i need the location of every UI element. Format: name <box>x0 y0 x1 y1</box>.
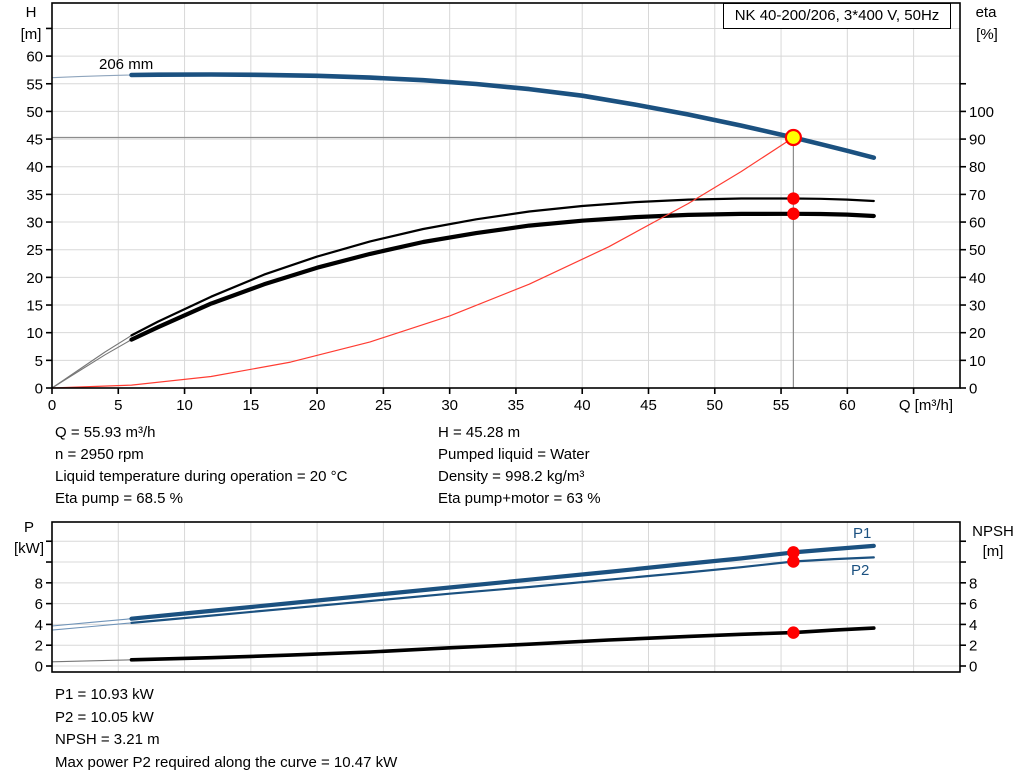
svg-text:55: 55 <box>26 76 43 93</box>
svg-text:60: 60 <box>969 215 986 232</box>
curve-system-curve <box>51 136 794 389</box>
svg-text:15: 15 <box>26 298 43 315</box>
tick-labels: 8 6 4 2 0 8 6 4 2 0 <box>35 575 978 675</box>
svg-text:10: 10 <box>26 325 43 342</box>
svg-text:0: 0 <box>969 659 977 676</box>
svg-text:5: 5 <box>35 353 43 370</box>
svg-text:90: 90 <box>969 132 986 149</box>
npsh-axis-title-line1: NPSH <box>972 523 1014 540</box>
svg-text:6: 6 <box>969 596 977 613</box>
info-line: H = 45.28 m <box>438 424 521 441</box>
svg-text:10: 10 <box>176 397 193 414</box>
h-axis-title-line1: H <box>26 4 37 21</box>
p-axis-title-line2: [kW] <box>14 540 44 557</box>
svg-text:55: 55 <box>773 397 790 414</box>
svg-text:60: 60 <box>839 397 856 414</box>
duty-point-marker[interactable] <box>784 128 802 147</box>
eta-axis-title-line1: eta <box>976 4 998 21</box>
svg-text:2: 2 <box>35 638 43 655</box>
svg-text:40: 40 <box>26 159 43 176</box>
svg-text:30: 30 <box>969 298 986 315</box>
svg-text:30: 30 <box>26 215 43 232</box>
curve-p2 <box>51 556 875 631</box>
svg-text:2: 2 <box>969 638 977 655</box>
svg-text:4: 4 <box>969 617 977 634</box>
gridlines <box>52 522 960 672</box>
svg-text:60: 60 <box>26 49 43 66</box>
info-line: P1 = 10.93 kW <box>55 686 154 703</box>
svg-text:45: 45 <box>640 397 657 414</box>
svg-text:45: 45 <box>26 132 43 149</box>
svg-text:15: 15 <box>242 397 259 414</box>
duty-crosshair <box>52 136 794 388</box>
info-line: Q = 55.93 m³/h <box>55 424 156 441</box>
gridlines <box>52 3 960 388</box>
svg-text:35: 35 <box>26 187 43 204</box>
power-npsh-info: P1 = 10.93 kW P2 = 10.05 kW NPSH = 3.21 m M… <box>55 684 397 774</box>
svg-text:0: 0 <box>48 397 56 414</box>
svg-text:100: 100 <box>969 104 994 121</box>
svg-text:40: 40 <box>969 270 986 287</box>
info-line: n = 2950 rpm <box>55 446 144 463</box>
npsh-dot-marker <box>787 626 800 639</box>
p2-dot-marker <box>787 555 800 568</box>
svg-text:8: 8 <box>35 575 43 592</box>
p1-curve-label: P1 <box>853 525 871 542</box>
hq-eta-chart[interactable]: 6055504540353025201510501009080706050403… <box>0 0 1024 418</box>
svg-text:35: 35 <box>508 397 525 414</box>
svg-text:4: 4 <box>35 617 43 634</box>
svg-text:8: 8 <box>969 575 977 592</box>
axes-frame <box>46 521 966 673</box>
pump-title-box: NK 40-200/206, 3*400 V, 50Hz <box>723 3 951 29</box>
svg-text:0: 0 <box>969 381 977 398</box>
h-axis-title-line2: [m] <box>21 26 42 43</box>
curve-p1 <box>51 543 876 627</box>
tick-labels: 6055504540353025201510501009080706050403… <box>26 49 994 414</box>
svg-text:20: 20 <box>26 270 43 287</box>
svg-text:0: 0 <box>35 381 43 398</box>
info-line: Max power P2 required along the curve = … <box>55 753 398 771</box>
axes-frame <box>46 2 966 394</box>
svg-text:50: 50 <box>969 242 986 259</box>
p-axis-title-line1: P <box>24 519 34 536</box>
svg-text:40: 40 <box>574 397 591 414</box>
svg-text:70: 70 <box>969 187 986 204</box>
npsh-axis-title-line2: [m] <box>983 543 1004 560</box>
info-line: Density = 998.2 kg/m³ <box>438 468 585 485</box>
svg-text:20: 20 <box>309 397 326 414</box>
curve-npsh <box>51 626 876 663</box>
eta-axis-title-line2: [%] <box>976 26 998 43</box>
info-line: Pumped liquid = Water <box>438 446 590 463</box>
info-line: Liquid temperature during operation = 20… <box>55 468 348 485</box>
svg-text:10: 10 <box>969 353 986 370</box>
svg-text:30: 30 <box>441 397 458 414</box>
duty-info-col1: Q = 55.93 m³/h n = 2950 rpm Liquid tempera… <box>55 422 347 510</box>
eta-pump-motor-dot-marker <box>787 207 800 220</box>
curve-eta-pump-motor <box>51 211 876 389</box>
svg-text:50: 50 <box>26 104 43 121</box>
curve-pump-206mm <box>51 72 877 160</box>
eta-pump-dot-marker <box>787 192 800 205</box>
impeller-diameter-label: 206 mm <box>99 56 153 73</box>
svg-text:80: 80 <box>969 159 986 176</box>
svg-text:6: 6 <box>35 596 43 613</box>
svg-text:20: 20 <box>969 325 986 342</box>
duty-info-col2: H = 45.28 m Pumped liquid = Water Density … <box>438 422 601 510</box>
info-line: P2 = 10.05 kW <box>55 708 154 726</box>
svg-text:0: 0 <box>35 659 43 676</box>
svg-text:5: 5 <box>114 397 122 414</box>
info-line: NPSH = 3.21 m <box>55 731 160 748</box>
info-line: Eta pump+motor = 63 % <box>438 490 601 507</box>
svg-text:25: 25 <box>375 397 392 414</box>
q-axis-title: Q [m³/h] <box>899 397 953 414</box>
svg-text:50: 50 <box>706 397 723 414</box>
p1-dot-marker <box>787 546 800 559</box>
curve-eta-pump <box>51 197 875 389</box>
power-npsh-chart[interactable]: 8 6 4 2 0 8 6 4 2 0 P [kW] NPSH [m] P1 P2 <box>0 515 1024 685</box>
p2-curve-label: P2 <box>851 562 869 579</box>
info-line: Eta pump = 68.5 % <box>55 490 183 507</box>
svg-text:25: 25 <box>26 242 43 259</box>
